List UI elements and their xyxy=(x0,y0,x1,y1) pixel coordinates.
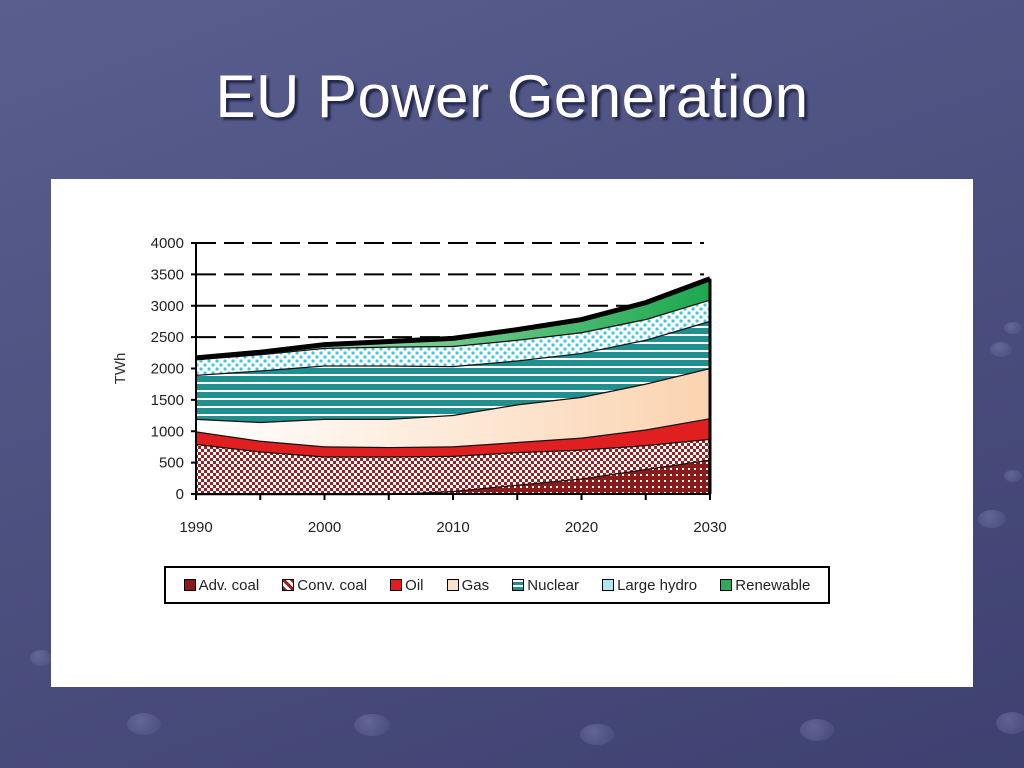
background-bubble xyxy=(354,714,390,736)
stacked-area-chart: 0 500 1000 1500 2000 2500 3000 3500 4000 1990 2000… xyxy=(112,235,727,536)
background-bubble xyxy=(1004,322,1022,334)
background-bubble xyxy=(30,650,52,666)
legend-item-adv-coal: Adv. coal xyxy=(183,576,260,594)
legend-item-renewable: Renewable xyxy=(720,577,810,594)
area-conv-coal xyxy=(196,438,710,494)
y-tick-label: 0 xyxy=(176,486,184,503)
chart-panel: 0 500 1000 1500 2000 2500 3000 3500 4000 1990 2000… xyxy=(51,179,973,687)
nuclear-swatch-icon xyxy=(512,579,525,591)
background-bubble xyxy=(996,712,1024,734)
legend-item-oil: Oil xyxy=(390,576,424,594)
legend-item-conv-coal: Conv. coal xyxy=(282,577,367,594)
slide-title: EU Power Generation xyxy=(215,63,809,130)
legend-item-gas: Gas xyxy=(446,576,490,594)
background-bubble xyxy=(990,342,1012,357)
legend-label: Nuclear xyxy=(527,576,579,594)
legend-label: Gas xyxy=(461,576,490,594)
y-tick-label: 1500 xyxy=(151,392,184,409)
area-boundary xyxy=(195,437,711,458)
legend-label: Oil xyxy=(405,576,424,594)
x-tick-label: 1990 xyxy=(179,519,212,536)
background-bubble xyxy=(127,713,161,735)
renewable-swatch-icon xyxy=(720,579,733,591)
background-bubble xyxy=(800,719,834,741)
adv-coal-swatch-icon xyxy=(183,579,196,591)
area-large-hydro xyxy=(196,299,710,375)
conv-coal-swatch-icon xyxy=(282,579,295,591)
area-renewable xyxy=(196,278,710,360)
y-tick-label: 1000 xyxy=(151,423,184,440)
x-tick-label: 2010 xyxy=(436,519,469,536)
background-bubble xyxy=(580,724,614,745)
large-hydro-swatch-icon xyxy=(602,579,615,591)
area-boundary xyxy=(195,276,711,361)
legend-item-large-hydro: Large hydro xyxy=(602,577,697,594)
chart-legend: Adv. coal Conv. coal Oil Gas Nuclear Lar… xyxy=(164,566,830,604)
y-tick-label: 3500 xyxy=(151,266,184,283)
background-bubble xyxy=(978,510,1006,528)
area-adv-coal xyxy=(196,459,710,494)
gas-swatch-icon xyxy=(446,579,459,591)
oil-swatch-icon xyxy=(390,579,403,591)
x-tick-label: 2000 xyxy=(308,519,341,536)
y-tick-label: 3000 xyxy=(151,298,184,315)
legend-label: Large hydro xyxy=(617,576,698,594)
y-tick-label: 2500 xyxy=(151,329,184,346)
legend-item-nuclear: Nuclear xyxy=(512,577,579,594)
area-gas xyxy=(196,367,710,447)
y-axis-label: TWh xyxy=(112,353,129,385)
area-nuclear xyxy=(196,320,710,422)
y-tick-label: 500 xyxy=(159,455,184,472)
y-tick-label: 2000 xyxy=(151,361,184,378)
y-tick-label: 4000 xyxy=(151,235,184,252)
x-tick-label: 2030 xyxy=(693,519,726,536)
background-bubble xyxy=(1004,470,1022,482)
x-tick-label: 2020 xyxy=(565,519,598,536)
legend-label: Conv. coal xyxy=(297,576,368,594)
legend-label: Adv. coal xyxy=(198,576,260,594)
legend-label: Renewable xyxy=(735,576,811,594)
